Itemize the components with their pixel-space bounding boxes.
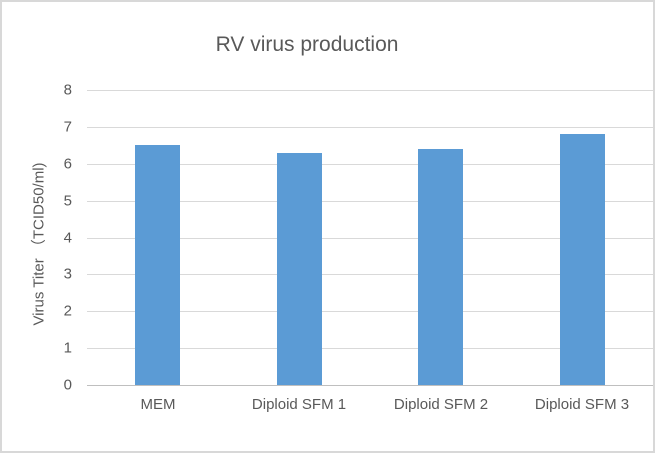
y-tick-label: 0 [63, 376, 72, 394]
bar-diploid-sfm-3 [560, 134, 605, 385]
chart-title: RV virus production [215, 33, 399, 56]
y-tick-label: 4 [63, 229, 72, 247]
y-tick-label: 2 [63, 302, 72, 320]
gridline [87, 164, 653, 165]
y-tick-label: 3 [63, 265, 72, 283]
bar-diploid-sfm-2 [418, 149, 463, 385]
gridline [87, 274, 653, 275]
x-category-label: Diploid SFM 3 [534, 396, 630, 413]
gridline [87, 90, 653, 91]
gridline [87, 238, 653, 239]
y-tick-label: 7 [63, 118, 72, 136]
gridline [87, 201, 653, 202]
x-category-label: Diploid SFM 2 [393, 396, 489, 413]
x-category-label: Diploid SFM 1 [251, 396, 347, 413]
y-tick-label: 8 [63, 81, 72, 99]
y-tick-label: 1 [63, 339, 72, 357]
gridline [87, 348, 653, 349]
y-tick-label: 5 [63, 192, 72, 210]
bar-diploid-sfm-1 [277, 153, 322, 385]
x-axis-line [87, 385, 653, 386]
y-tick-label: 6 [63, 155, 72, 173]
gridline [87, 127, 653, 128]
x-category-label: MEM [140, 396, 176, 413]
gridline [87, 311, 653, 312]
bar-mem [135, 145, 180, 385]
